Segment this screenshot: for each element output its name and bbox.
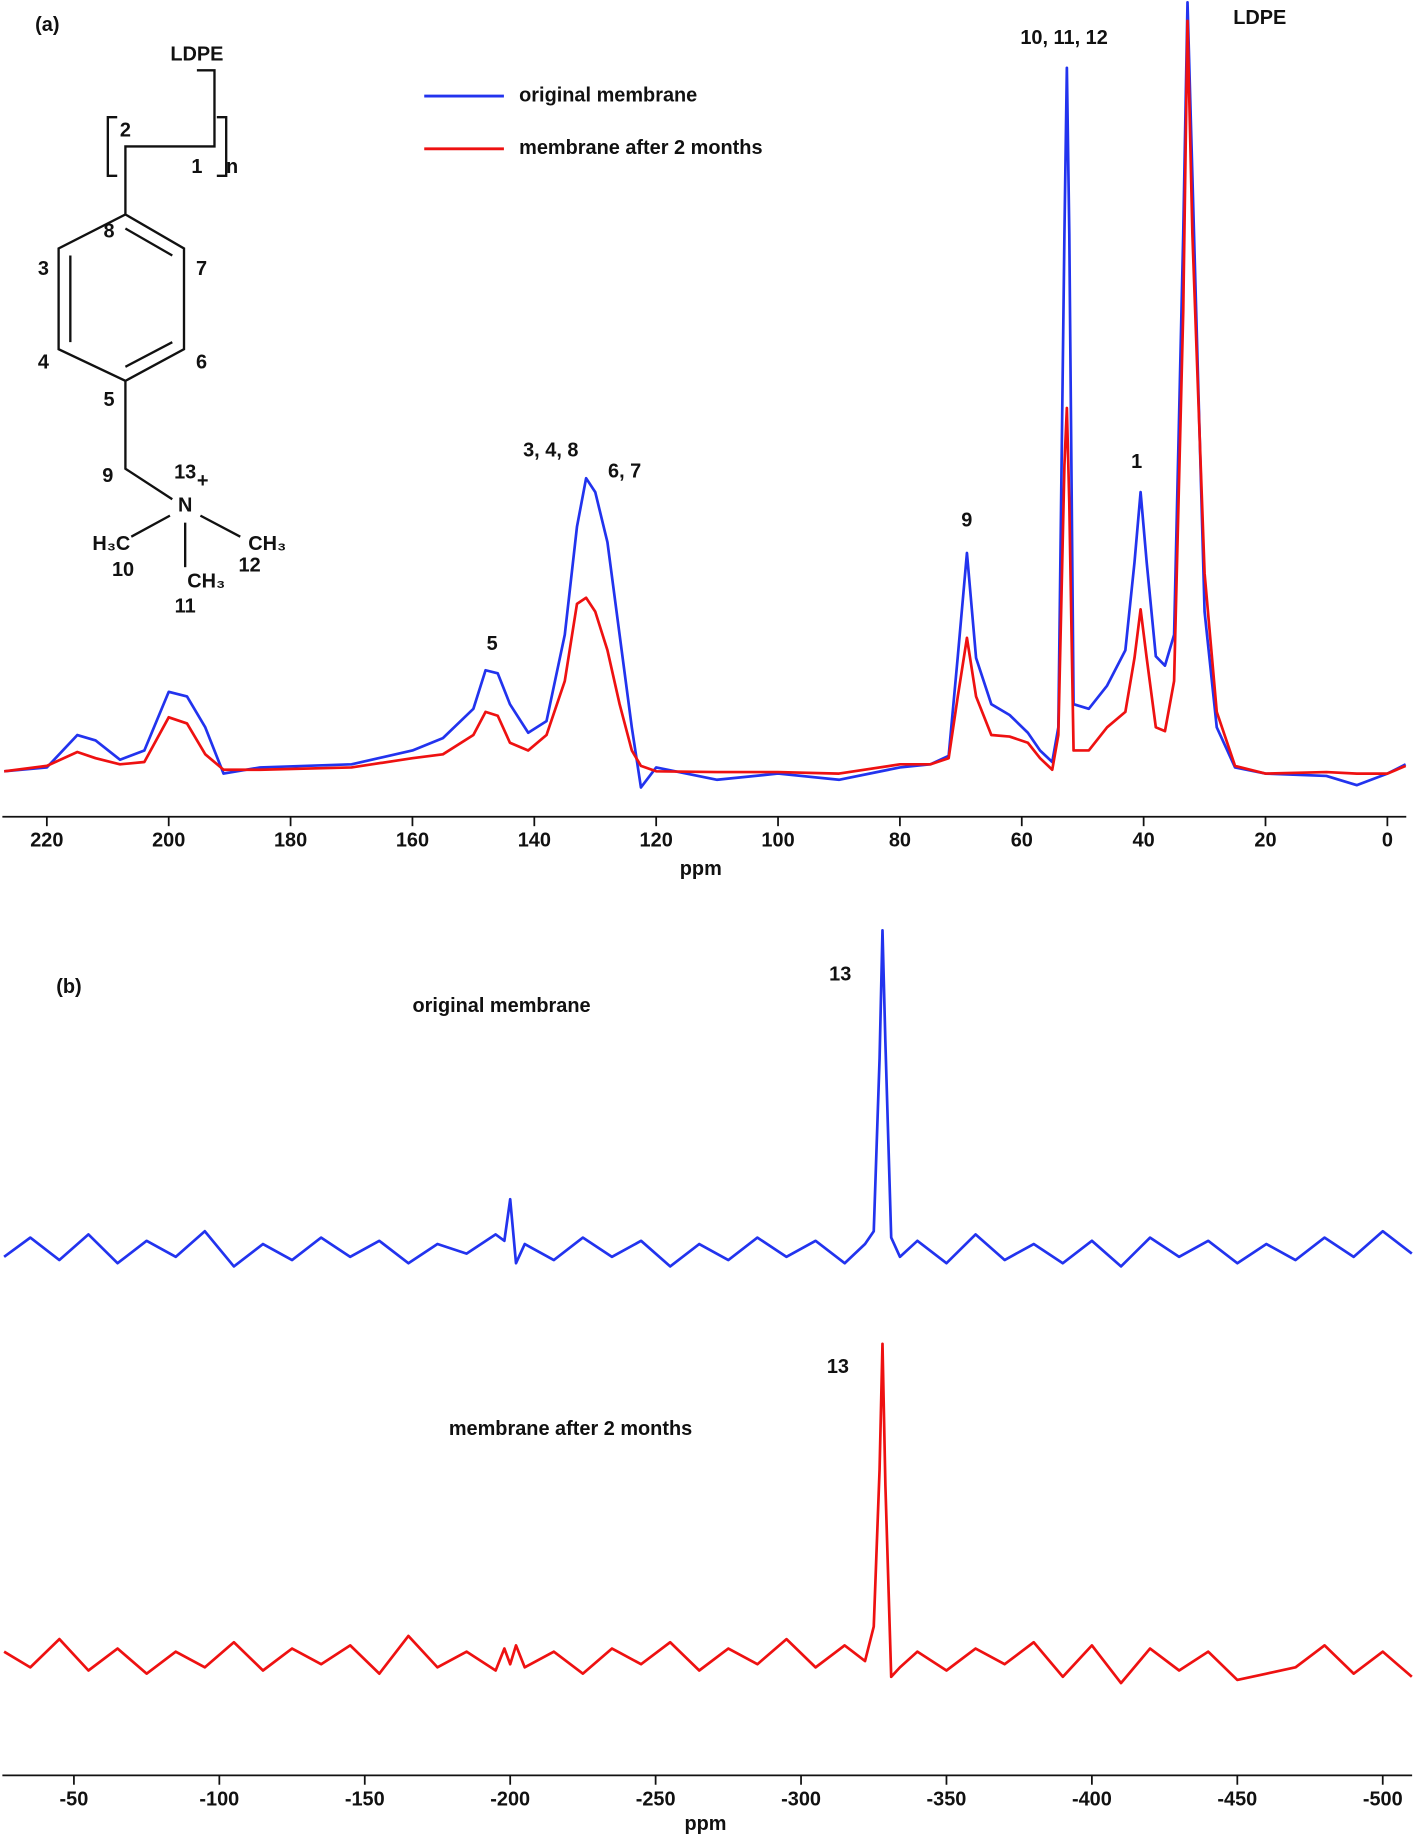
peak-label: 13 <box>829 963 851 985</box>
double-bond <box>124 227 173 257</box>
structure-label: n <box>226 156 238 178</box>
x-tick-label: 20 <box>1254 830 1276 852</box>
structure-label: 13 <box>174 462 196 484</box>
peak-label: LDPE <box>1233 7 1286 29</box>
x-tick-label: 40 <box>1133 830 1155 852</box>
structure-label: 9 <box>102 465 113 487</box>
bond <box>130 514 171 538</box>
x-tick-label: -50 <box>60 1788 89 1810</box>
structure-label: H₃C <box>92 533 130 555</box>
structure-label: 11 <box>175 595 196 617</box>
x-tick-label: -350 <box>927 1788 967 1810</box>
peak-label: 9 <box>961 510 972 532</box>
x-tick-label: 0 <box>1382 830 1393 852</box>
peak-label: 3, 4, 8 <box>523 439 578 461</box>
x-axis-label: ppm <box>684 1813 726 1835</box>
x-tick-label: -200 <box>490 1788 530 1810</box>
legend-label: original membrane <box>519 84 697 106</box>
double-bond <box>124 341 173 368</box>
structure-label: N <box>178 495 192 517</box>
peak-label: 5 <box>487 633 498 655</box>
structure-label: 4 <box>38 352 49 374</box>
ring <box>57 213 186 383</box>
structure-label: CH₃ <box>248 533 286 555</box>
panel-title: (a) <box>35 14 59 36</box>
peak-label: 10, 11, 12 <box>1020 27 1107 49</box>
x-tick-label: 160 <box>396 830 429 852</box>
structure-label: 5 <box>103 389 114 411</box>
x-tick-label: -400 <box>1072 1788 1112 1810</box>
x-tick-label: 220 <box>30 830 63 852</box>
x-tick-label: -150 <box>345 1788 385 1810</box>
structure-label: 1 <box>191 156 202 178</box>
bond <box>124 380 173 501</box>
x-tick-label: -250 <box>636 1788 676 1810</box>
x-tick-label: 80 <box>889 830 911 852</box>
structure-label: LDPE <box>170 43 223 65</box>
x-tick-label: -100 <box>199 1788 239 1810</box>
structure-label: CH₃ <box>187 571 225 593</box>
panel-title: (b) <box>56 976 81 998</box>
structure-label: 3 <box>38 258 49 280</box>
x-tick-label: 60 <box>1011 830 1033 852</box>
peak-label: 1 <box>1131 451 1142 473</box>
chemical-structure <box>57 69 241 568</box>
structure-label: 12 <box>239 554 261 576</box>
bracket <box>216 116 228 177</box>
structure-label: 10 <box>112 559 134 581</box>
x-tick-label: 140 <box>518 830 551 852</box>
x-tick-label: -500 <box>1363 1788 1403 1810</box>
structure-label: 7 <box>196 258 207 280</box>
x-tick-label: -300 <box>781 1788 821 1810</box>
legend-label: membrane after 2 months <box>519 137 762 159</box>
structure-label: 8 <box>103 220 114 242</box>
structure-label: 6 <box>196 352 207 374</box>
structure-label: + <box>197 470 209 492</box>
spectrum-line <box>3 1342 1413 1685</box>
x-axis-label: ppm <box>680 858 722 880</box>
bond <box>124 69 216 215</box>
x-tick-label: 180 <box>274 830 307 852</box>
structure-label: 2 <box>120 120 131 142</box>
peak-label: 13 <box>827 1356 849 1378</box>
x-tick-label: -450 <box>1217 1788 1257 1810</box>
spectrum-line <box>4 19 1407 775</box>
x-tick-label: 100 <box>761 830 794 852</box>
series-label: membrane after 2 months <box>449 1418 692 1440</box>
bond <box>199 514 241 538</box>
bracket <box>106 116 118 177</box>
x-tick-label: 200 <box>152 830 185 852</box>
series-label: original membrane <box>413 995 591 1017</box>
spectrum-line <box>3 929 1413 1268</box>
peak-label: 6, 7 <box>608 461 641 483</box>
x-tick-label: 120 <box>640 830 673 852</box>
